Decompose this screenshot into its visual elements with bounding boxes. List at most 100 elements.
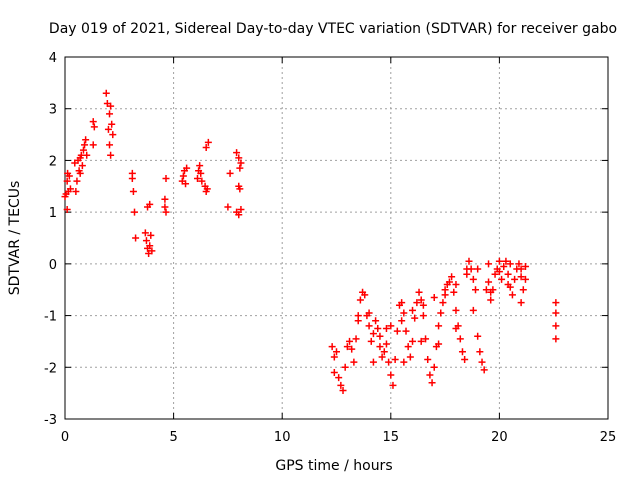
data-point bbox=[63, 177, 71, 185]
data-point bbox=[367, 337, 375, 345]
data-point bbox=[458, 348, 466, 356]
data-point bbox=[409, 337, 417, 345]
data-point bbox=[226, 169, 234, 177]
data-point bbox=[146, 242, 154, 250]
data-point bbox=[402, 327, 410, 335]
data-point bbox=[193, 175, 201, 183]
data-point bbox=[485, 260, 493, 268]
data-point bbox=[387, 371, 395, 379]
data-point bbox=[417, 296, 425, 304]
data-point bbox=[391, 356, 399, 364]
grid bbox=[65, 57, 608, 419]
data-point bbox=[439, 299, 447, 307]
data-point bbox=[335, 374, 343, 382]
data-point bbox=[374, 325, 382, 332]
data-point bbox=[330, 368, 338, 376]
data-point bbox=[450, 288, 458, 296]
data-point bbox=[350, 358, 358, 366]
data-point bbox=[235, 211, 243, 219]
data-point bbox=[487, 296, 495, 304]
data-point bbox=[519, 286, 527, 294]
data-point bbox=[142, 237, 150, 245]
data-point bbox=[235, 154, 243, 162]
data-point bbox=[108, 120, 116, 128]
data-point bbox=[183, 164, 191, 172]
data-point bbox=[90, 123, 98, 131]
data-point bbox=[441, 291, 449, 299]
data-point bbox=[372, 317, 380, 325]
data-point bbox=[426, 371, 434, 379]
data-point bbox=[131, 208, 139, 216]
y-tick-label: -2 bbox=[44, 361, 57, 376]
data-point bbox=[128, 175, 136, 183]
data-point bbox=[521, 275, 529, 283]
data-point bbox=[474, 265, 482, 273]
data-point bbox=[380, 348, 388, 356]
data-point bbox=[461, 356, 469, 364]
data-point bbox=[387, 322, 395, 330]
data-point bbox=[521, 262, 529, 270]
data-point bbox=[495, 257, 503, 265]
data-point bbox=[435, 340, 443, 348]
data-point bbox=[224, 203, 232, 211]
data-point bbox=[141, 229, 149, 237]
data-point bbox=[197, 169, 205, 177]
data-point bbox=[430, 363, 438, 371]
y-tick-label: 2 bbox=[49, 154, 57, 169]
data-point bbox=[147, 231, 155, 239]
data-point bbox=[343, 343, 351, 351]
data-point bbox=[182, 180, 190, 188]
data-point bbox=[378, 353, 386, 361]
data-point bbox=[63, 206, 71, 214]
data-point bbox=[487, 288, 495, 296]
data-point bbox=[382, 325, 390, 332]
data-point bbox=[236, 185, 244, 193]
x-tick-label: 25 bbox=[600, 430, 617, 445]
data-point bbox=[109, 131, 117, 139]
data-point bbox=[102, 89, 110, 97]
x-tick-label: 5 bbox=[169, 430, 177, 445]
data-point bbox=[66, 185, 74, 193]
data-point bbox=[480, 366, 488, 374]
data-point bbox=[508, 291, 516, 299]
data-point bbox=[419, 312, 427, 320]
ticks: 0 5 10 15 20 25 -3 -2 -1 0 1 2 3 4 bbox=[44, 51, 616, 445]
y-tick-label: 0 bbox=[49, 258, 57, 273]
y-axis-label: SDTVAR / TECUs bbox=[7, 181, 23, 296]
data-point bbox=[467, 265, 475, 273]
y-tick-label: -3 bbox=[44, 413, 57, 428]
data-point bbox=[452, 281, 460, 289]
data-point bbox=[400, 358, 408, 366]
data-point bbox=[233, 149, 241, 157]
data-point bbox=[82, 136, 90, 144]
data-point bbox=[333, 348, 340, 356]
data-point bbox=[346, 337, 354, 345]
data-point bbox=[161, 203, 169, 211]
data-point bbox=[79, 146, 87, 154]
plot-frame bbox=[64, 56, 609, 420]
data-point bbox=[465, 257, 473, 265]
data-point bbox=[198, 177, 206, 185]
data-point bbox=[502, 257, 510, 265]
data-point bbox=[482, 286, 490, 294]
data-point bbox=[337, 381, 345, 389]
data-point bbox=[81, 141, 89, 149]
data-point bbox=[452, 325, 460, 332]
data-point bbox=[162, 208, 170, 216]
data-point bbox=[422, 335, 430, 343]
data-point bbox=[424, 356, 432, 364]
data-point bbox=[161, 195, 169, 203]
data-point bbox=[78, 162, 86, 170]
data-points bbox=[61, 89, 560, 395]
data-point bbox=[237, 159, 245, 167]
chart-title: Day 019 of 2021, Sidereal Day-to-day VTE… bbox=[49, 21, 617, 37]
data-point bbox=[552, 299, 560, 307]
data-point bbox=[106, 141, 114, 149]
x-tick-label: 20 bbox=[491, 430, 508, 445]
data-point bbox=[511, 275, 519, 283]
data-point bbox=[500, 262, 508, 270]
data-point bbox=[237, 206, 245, 214]
data-point bbox=[404, 343, 412, 351]
data-point bbox=[76, 169, 84, 177]
data-point bbox=[419, 301, 427, 309]
